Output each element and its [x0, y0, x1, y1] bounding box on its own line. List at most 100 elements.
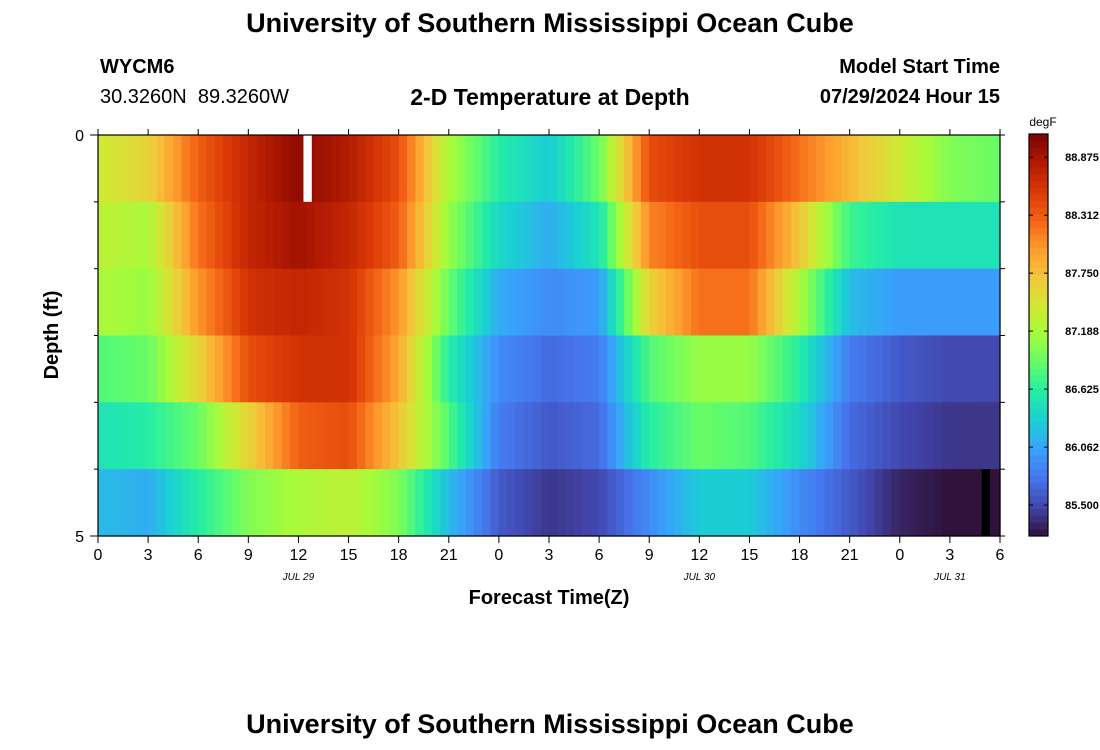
heatmap-cell [440, 335, 450, 403]
heatmap-cell [757, 335, 767, 403]
heatmap-cell [974, 135, 984, 203]
x-tick-label: 18 [390, 547, 408, 564]
colorbar-swatch [1029, 335, 1048, 343]
heatmap-cell [540, 268, 550, 337]
heatmap-cell [148, 135, 158, 203]
heatmap-cell [599, 469, 609, 537]
heatmap-cell [523, 402, 533, 470]
heatmap-cell [398, 135, 408, 203]
heatmap-cell [590, 268, 600, 337]
heatmap-cell [966, 469, 976, 537]
heatmap-cell [381, 135, 391, 203]
colorbar-swatch [1029, 448, 1048, 457]
heatmap-cell [214, 402, 224, 470]
heatmap-cells [98, 135, 1001, 537]
heatmap-cell [782, 135, 792, 203]
heatmap-cell [874, 135, 884, 203]
date-label: JUL 31 [933, 572, 966, 583]
heatmap-cell [565, 201, 575, 270]
heatmap-cell [699, 402, 709, 470]
heatmap-cell [949, 469, 959, 537]
heatmap-cell [557, 402, 567, 470]
heatmap-cell [991, 268, 1001, 337]
heatmap-cell [381, 402, 391, 470]
heatmap-cell [916, 268, 926, 337]
heatmap-cell [315, 135, 325, 203]
heatmap-cell [766, 268, 776, 337]
heatmap-cell [381, 201, 391, 270]
heatmap-cell [98, 135, 107, 203]
heatmap-cell [415, 268, 425, 337]
heatmap-cell [841, 469, 851, 537]
missing-data-cells [303, 135, 990, 536]
heatmap-cell [131, 469, 141, 537]
heatmap-cell [749, 335, 759, 403]
heatmap-cell [507, 201, 517, 270]
heatmap-cell [624, 335, 634, 403]
heatmap-cell [757, 135, 767, 203]
heatmap-cell [699, 335, 709, 403]
heatmap-cell [958, 469, 968, 537]
heatmap-cell [290, 335, 300, 403]
heatmap-cell [198, 335, 208, 403]
heatmap-cell [532, 469, 542, 537]
heatmap-cell [356, 335, 366, 403]
heatmap-cell [248, 135, 258, 203]
heatmap-cell [774, 335, 784, 403]
heatmap-cell [690, 135, 700, 203]
heatmap-cell [148, 268, 158, 337]
heatmap-cell [824, 402, 834, 470]
heatmap-cell [791, 469, 801, 537]
heatmap-cell [540, 201, 550, 270]
heatmap-cell [373, 135, 383, 203]
heatmap-cell [223, 402, 233, 470]
heatmap-cell [732, 135, 742, 203]
colorbar-swatch [1029, 274, 1048, 282]
x-tick-label: 6 [595, 547, 604, 564]
heatmap-cell [574, 402, 584, 470]
heatmap-cell [716, 201, 725, 270]
heatmap-cell [98, 402, 107, 470]
heatmap-cell [448, 402, 458, 470]
heatmap-cell [256, 335, 266, 403]
heatmap-cell [532, 402, 542, 470]
heatmap-cell [114, 201, 124, 270]
colorbar-swatch [1029, 515, 1048, 524]
heatmap-cell [716, 135, 725, 203]
heatmap-cell [690, 402, 700, 470]
heatmap-cell [131, 201, 141, 270]
heatmap-cell [799, 469, 809, 537]
heatmap-cell [557, 201, 567, 270]
heatmap-cell [732, 335, 742, 403]
heatmap-cell [983, 268, 993, 337]
heatmap-cell [331, 402, 341, 470]
colorbar-swatch [1029, 361, 1048, 369]
heatmap-cell [549, 469, 558, 537]
colorbar-swatch [1029, 187, 1048, 195]
heatmap-cell [599, 201, 609, 270]
heatmap-cell [799, 268, 809, 337]
heatmap-cell [181, 135, 191, 203]
heatmap-cell [298, 335, 308, 403]
heatmap-cell [874, 469, 884, 537]
colorbar-swatch [1029, 160, 1048, 168]
heatmap-cell [373, 268, 383, 337]
y-axis: 05 [75, 128, 1005, 546]
heatmap-cell [774, 469, 784, 537]
heatmap-cell [473, 135, 483, 203]
colorbar-swatch [1029, 422, 1048, 430]
x-tick-label: 15 [340, 547, 358, 564]
heatmap-cell [415, 135, 425, 203]
colorbar-frame [1028, 133, 1049, 537]
heatmap-cell [189, 268, 199, 337]
heatmap-cell [624, 268, 634, 337]
heatmap-cell [390, 469, 400, 537]
heatmap-cell [966, 268, 976, 337]
heatmap-cell [356, 201, 366, 270]
heatmap-cell [432, 335, 442, 403]
heatmap-cell [649, 268, 659, 337]
heatmap-cell [924, 201, 934, 270]
heatmap-cell [682, 268, 692, 337]
heatmap-cell [766, 201, 776, 270]
heatmap-cell [858, 201, 867, 270]
